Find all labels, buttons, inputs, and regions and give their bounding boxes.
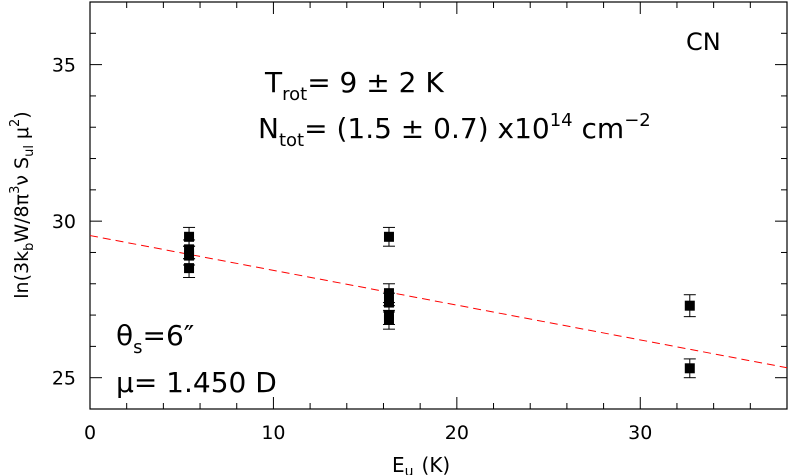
x-axis-unit: (K) [422,453,451,475]
point-marker [383,297,394,308]
x-axis-symbol: E [392,453,405,475]
y-label-sub-ul: ul [22,145,37,157]
trot-value: = 9 ± 2 K [307,66,444,99]
x-tick-label: 10 [261,422,285,444]
y-label-mid2: ν S [11,157,33,186]
y-label-prefix: ln(3k [11,251,33,299]
theta-value: =6″ [143,319,195,352]
y-label-mid1: W/8π [11,194,33,243]
x-tick-label: 30 [628,422,652,444]
y-label-mid3: μ [11,127,33,139]
data-point [183,258,196,279]
data-point [683,358,696,379]
ntot-exponent: 14 [550,110,573,131]
trot-subscript: rot [282,84,307,105]
ntot-value: = (1.5 ± 0.7) x10 [304,112,550,145]
ntot-annotation: Ntot= (1.5 ± 0.7) x1014 cm−2 [258,110,651,151]
x-axis-label: Eu (K) [392,453,450,475]
data-points [183,226,696,379]
data-point [683,294,696,318]
y-tick-label: 25 [52,368,76,390]
y-label-sup2: 2 [8,119,23,127]
y-label-suffix: ) [11,111,33,118]
theta-subscript: s [133,337,142,358]
tick-labels: 0 10 20 30 25 30 35 [52,55,653,444]
point-marker [184,231,195,242]
ntot-unit: cm [573,112,625,145]
ntot-symbol: N [258,112,279,145]
y-label-sup3: 3 [8,186,23,194]
y-tick-label: 30 [52,211,76,233]
point-marker [383,314,394,325]
point-marker [383,231,394,242]
species-label: CN [686,28,721,56]
data-point [382,309,395,330]
x-axis-subscript: u [405,464,414,475]
y-label-sub-b: b [22,243,37,251]
theta-annotation: θs=6″ [116,319,194,358]
plot-frame [89,1,788,410]
mu-annotation: μ= 1.450 D [116,366,277,399]
point-marker [184,263,195,274]
ntot-subscript: tot [279,130,304,151]
ntot-unit-exponent: −2 [624,110,651,131]
trot-symbol: T [264,66,283,99]
data-point [382,226,395,247]
y-tick-label: 35 [52,55,76,77]
y-axis-label: ln(3kbW/8π3ν Sul μ2) [8,111,37,298]
point-marker [684,363,695,374]
point-marker [184,250,195,261]
trot-annotation: Trot= 9 ± 2 K [264,66,444,105]
x-tick-label: 0 [84,422,96,444]
theta-symbol: θ [116,319,133,352]
fit-line [89,235,788,369]
x-tick-label: 20 [445,422,469,444]
point-marker [684,300,695,311]
